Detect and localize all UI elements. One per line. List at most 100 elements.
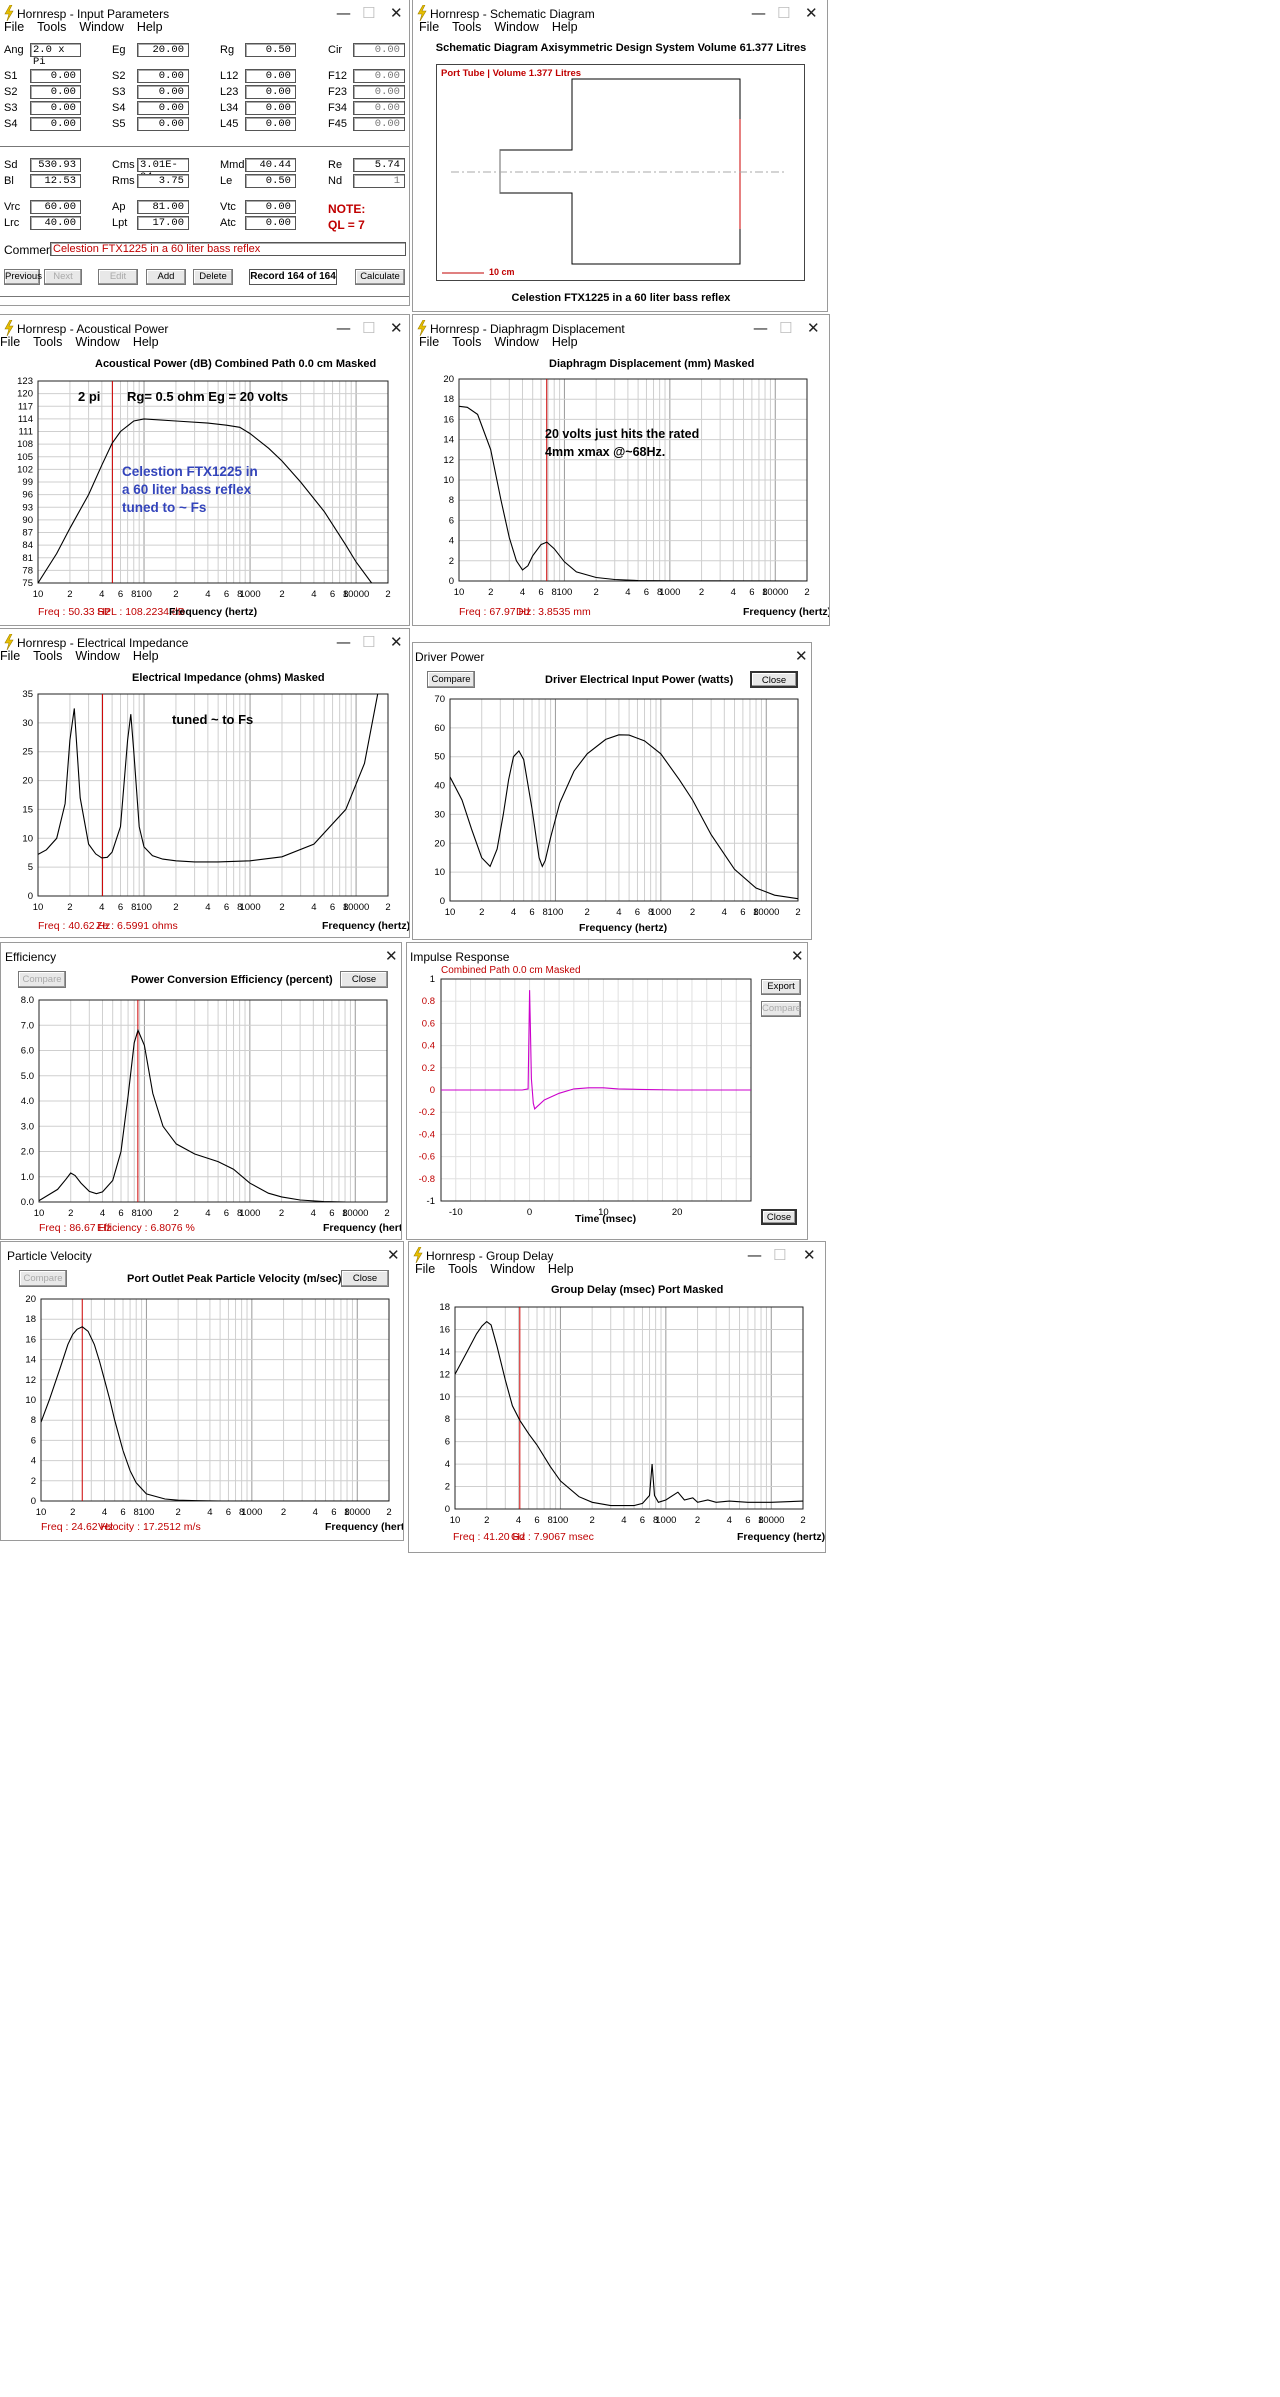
title-bar[interactable]: Hornresp - Input Parameters — ☐ ✕: [0, 0, 409, 30]
menu-file[interactable]: File: [419, 335, 440, 349]
title-bar[interactable]: Hornresp - Diaphragm Displacement — ☐ ✕: [413, 315, 829, 345]
menu-tools[interactable]: Tools: [33, 649, 63, 663]
menu-tools[interactable]: Tools: [37, 20, 67, 34]
minimize-icon[interactable]: —: [336, 633, 351, 651]
export-button[interactable]: Export: [761, 979, 801, 995]
param-field-sd[interactable]: 530.93: [30, 158, 81, 172]
menu-file[interactable]: File: [415, 1262, 436, 1276]
param-field-s4[interactable]: 0.00: [30, 117, 81, 131]
title-bar[interactable]: Hornresp - Group Delay — ☐ ✕: [409, 1242, 825, 1272]
hornresp-icon: [4, 320, 14, 336]
menu-bar: File Tools Window Help: [415, 1262, 587, 1282]
close-icon[interactable]: ✕: [795, 647, 808, 665]
param-field-s2[interactable]: 0.00: [137, 69, 189, 83]
param-field-l23[interactable]: 0.00: [245, 85, 296, 99]
param-field-s3[interactable]: 0.00: [30, 101, 81, 115]
add-button[interactable]: Add: [146, 269, 186, 285]
param-field-le[interactable]: 0.50: [245, 174, 296, 188]
title-bar[interactable]: Hornresp - Acoustical Power — ☐ ✕: [0, 315, 409, 345]
param-field-re[interactable]: 5.74: [353, 158, 405, 172]
menu-file[interactable]: File: [4, 20, 25, 34]
param-field-lpt[interactable]: 17.00: [137, 216, 189, 230]
maximize-icon: ☐: [362, 4, 376, 22]
close-icon[interactable]: ✕: [390, 319, 403, 337]
compare-button[interactable]: Compare: [427, 671, 475, 688]
y-tick-label: 4: [449, 536, 454, 547]
param-field-lrc[interactable]: 40.00: [30, 216, 81, 230]
close-icon[interactable]: ✕: [807, 319, 820, 337]
close-icon[interactable]: ✕: [390, 4, 403, 22]
close-icon[interactable]: ✕: [387, 1246, 400, 1264]
menu-tools[interactable]: Tools: [448, 1262, 478, 1276]
param-field-s4[interactable]: 0.00: [137, 101, 189, 115]
minimize-icon[interactable]: —: [336, 4, 351, 22]
title-bar[interactable]: Driver Power ✕: [413, 643, 811, 673]
close-icon[interactable]: ✕: [791, 947, 804, 965]
menu-help[interactable]: Help: [132, 335, 159, 349]
menu-help[interactable]: Help: [551, 20, 578, 34]
close-button[interactable]: Close: [341, 1270, 389, 1287]
minimize-icon[interactable]: —: [751, 4, 766, 22]
menu-window[interactable]: Window: [75, 335, 120, 349]
menu-tools[interactable]: Tools: [452, 335, 482, 349]
param-field-eg[interactable]: 20.00: [137, 43, 189, 57]
param-field-vrc[interactable]: 60.00: [30, 200, 81, 214]
y-tick-label: 6: [449, 515, 454, 526]
close-button[interactable]: Close: [340, 971, 388, 988]
param-label: Bl: [4, 175, 14, 187]
delete-button[interactable]: Delete: [193, 269, 233, 285]
title-bar[interactable]: Impulse Response ✕: [407, 943, 807, 973]
param-field-rms[interactable]: 3.75: [137, 174, 189, 188]
param-field-mmd[interactable]: 40.44: [245, 158, 296, 172]
menu-window[interactable]: Window: [75, 649, 120, 663]
param-label: L12: [220, 70, 239, 82]
comment-field[interactable]: Celestion FTX1225 in a 60 liter bass ref…: [50, 242, 406, 256]
menu-help[interactable]: Help: [136, 20, 163, 34]
param-field-cms[interactable]: 3.01E-04: [137, 158, 189, 183]
menu-file[interactable]: File: [0, 335, 21, 349]
minimize-icon[interactable]: —: [336, 319, 351, 337]
menu-tools[interactable]: Tools: [33, 335, 63, 349]
menu-tools[interactable]: Tools: [452, 20, 482, 34]
param-field-ang[interactable]: 2.0 x Pi: [30, 43, 81, 68]
hornresp-icon: [417, 320, 427, 336]
menu-file[interactable]: File: [419, 20, 440, 34]
param-field-atc[interactable]: 0.00: [245, 216, 296, 230]
menu-window[interactable]: Window: [494, 335, 539, 349]
y-tick-label: 16: [443, 414, 454, 425]
menu-window[interactable]: Window: [79, 20, 124, 34]
close-button[interactable]: Close: [750, 671, 798, 688]
param-field-s2[interactable]: 0.00: [30, 85, 81, 99]
param-field-s1[interactable]: 0.00: [30, 69, 81, 83]
menu-help[interactable]: Help: [547, 1262, 574, 1276]
param-field-ap[interactable]: 81.00: [137, 200, 189, 214]
title-bar[interactable]: Hornresp - Schematic Diagram — ☐ ✕: [413, 0, 827, 30]
param-field-s3[interactable]: 0.00: [137, 85, 189, 99]
param-field-vtc[interactable]: 0.00: [245, 200, 296, 214]
menu-file[interactable]: File: [0, 649, 21, 663]
menu-help[interactable]: Help: [551, 335, 578, 349]
value-readout: SPL : 108.2234 dB: [97, 606, 185, 618]
close-icon[interactable]: ✕: [805, 4, 818, 22]
minimize-icon[interactable]: —: [747, 1246, 762, 1264]
previous-button[interactable]: Previous: [4, 269, 42, 285]
param-field-bl[interactable]: 12.53: [30, 174, 81, 188]
menu-help[interactable]: Help: [132, 649, 159, 663]
param-field-l12[interactable]: 0.00: [245, 69, 296, 83]
calculate-button[interactable]: Calculate: [355, 269, 405, 285]
param-field-rg[interactable]: 0.50: [245, 43, 296, 57]
param-field-l34[interactable]: 0.00: [245, 101, 296, 115]
close-icon[interactable]: ✕: [390, 633, 403, 651]
title-bar[interactable]: Particle Velocity ✕: [1, 1242, 403, 1272]
close-icon[interactable]: ✕: [385, 947, 398, 965]
menu-window[interactable]: Window: [490, 1262, 535, 1276]
title-bar[interactable]: Hornresp - Electrical Impedance — ☐ ✕: [0, 629, 409, 659]
window-title: Particle Velocity: [7, 1249, 92, 1263]
menu-window[interactable]: Window: [494, 20, 539, 34]
param-field-l45[interactable]: 0.00: [245, 117, 296, 131]
close-icon[interactable]: ✕: [803, 1246, 816, 1264]
close-button[interactable]: Close: [761, 1209, 797, 1225]
param-field-s5[interactable]: 0.00: [137, 117, 189, 131]
minimize-icon[interactable]: —: [753, 319, 768, 337]
title-bar[interactable]: Efficiency ✕: [1, 943, 401, 973]
